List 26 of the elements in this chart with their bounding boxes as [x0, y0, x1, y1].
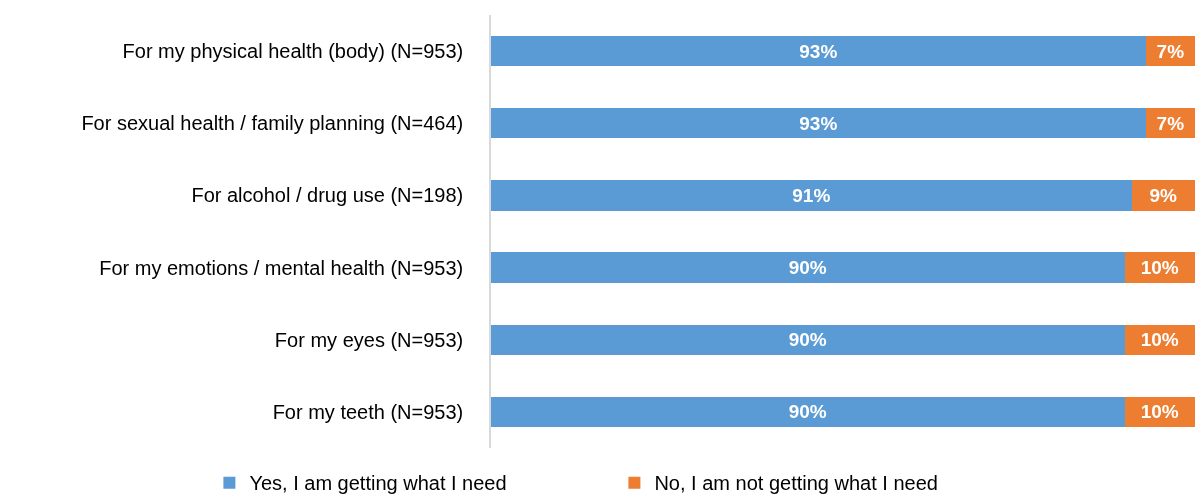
- bar: [491, 324, 1125, 355]
- data-label: 93%: [799, 40, 838, 62]
- legend-label: Yes, I am getting what I need: [249, 472, 507, 495]
- bar: [491, 108, 1146, 139]
- y-tick-label: For alcohol / drug use (N=198): [191, 184, 464, 207]
- data-label: 10%: [1140, 329, 1179, 351]
- data-label: 91%: [792, 184, 831, 206]
- bar: [491, 252, 1125, 283]
- y-tick-label: For my emotions / mental health (N=953): [99, 256, 464, 279]
- data-label: 90%: [788, 257, 827, 279]
- legend-label: No, I am not getting what I need: [654, 472, 938, 495]
- y-tick-label: For sexual health / family planning (N=464): [81, 112, 464, 135]
- y-tick-label: For my teeth (N=953): [272, 400, 464, 423]
- data-label: 90%: [788, 329, 827, 351]
- data-label: 93%: [799, 112, 838, 134]
- data-label: 9%: [1149, 184, 1178, 206]
- data-label: 10%: [1140, 257, 1179, 279]
- bar: [491, 35, 1146, 67]
- data-label: 7%: [1156, 40, 1185, 62]
- data-label: 10%: [1140, 401, 1179, 423]
- bar: [491, 396, 1125, 428]
- y-tick-label: For my eyes (N=953): [274, 328, 464, 351]
- y-tick-label: For my physical health (body) (N=953): [122, 40, 464, 63]
- bar: [491, 180, 1132, 211]
- data-label: 90%: [788, 401, 827, 423]
- data-label: 7%: [1156, 112, 1185, 134]
